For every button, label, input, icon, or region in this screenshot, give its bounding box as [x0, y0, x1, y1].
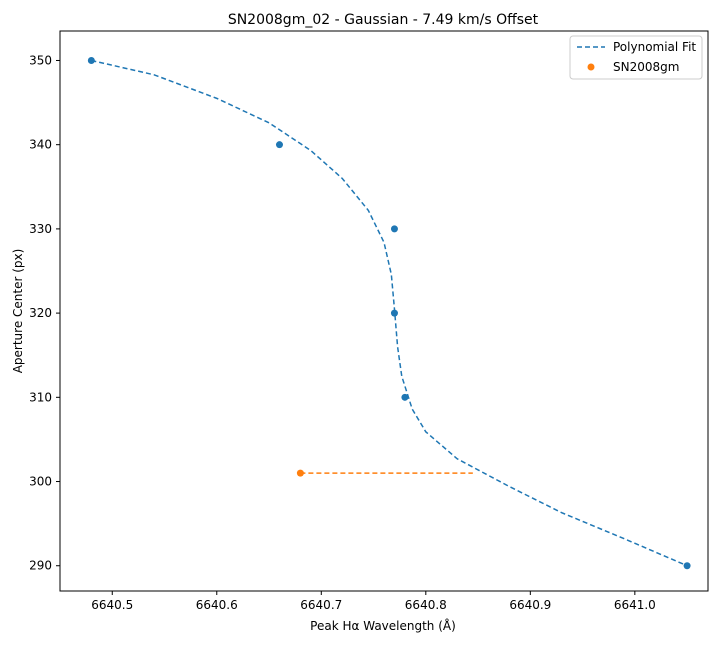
x-axis: 6640.5 6640.6 6640.7 6640.8 6640.9 6641.0	[91, 591, 656, 612]
data-point	[275, 141, 283, 149]
x-tick-label: 6640.5	[91, 598, 133, 612]
data-point	[390, 225, 398, 233]
y-tick-label: 350	[29, 53, 52, 67]
y-tick-label: 310	[29, 390, 52, 404]
x-tick-label: 6640.7	[300, 598, 342, 612]
polynomial-fit-line	[91, 59, 688, 567]
chart-title: SN2008gm_02 - Gaussian - 7.49 km/s Offse…	[228, 12, 539, 28]
data-point	[87, 56, 95, 64]
plot-area	[59, 30, 709, 592]
y-tick-label: 340	[29, 138, 52, 152]
y-axis-title: Aperture Center (px)	[11, 249, 25, 374]
y-axis: 290 300 310 320 330 340 350	[29, 53, 60, 573]
sn2008gm-point	[296, 469, 304, 477]
x-tick-label: 6641.0	[614, 598, 656, 612]
data-point	[401, 393, 409, 401]
legend-sn-label: SN2008gm	[613, 60, 679, 74]
y-tick-label: 330	[29, 222, 52, 236]
x-tick-label: 6640.8	[405, 598, 447, 612]
y-tick-label: 290	[29, 559, 52, 573]
legend: Polynomial Fit SN2008gm	[569, 35, 703, 80]
series-layer	[87, 56, 691, 570]
x-tick-label: 6640.9	[509, 598, 551, 612]
legend-fit-label: Polynomial Fit	[613, 40, 696, 54]
y-tick-label: 300	[29, 475, 52, 489]
data-point	[390, 309, 398, 317]
x-axis-title: Peak Hα Wavelength (Å)	[310, 618, 456, 633]
data-point	[683, 562, 691, 570]
legend-sn-swatch	[587, 63, 595, 71]
x-tick-label: 6640.6	[196, 598, 238, 612]
y-tick-label: 320	[29, 306, 52, 320]
